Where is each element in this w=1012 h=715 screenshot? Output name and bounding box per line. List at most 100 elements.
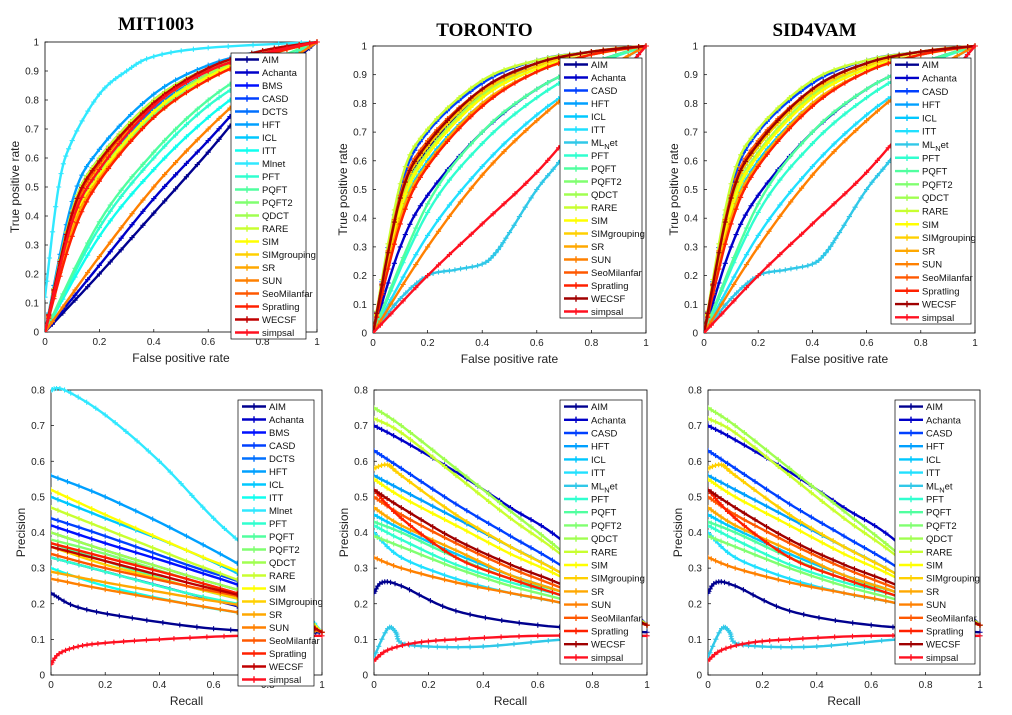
legend-marker [903, 300, 911, 308]
x-tick-label: 0.8 [585, 680, 599, 691]
x-tick-label: 0.4 [810, 680, 824, 691]
legend-marker [572, 191, 580, 198]
legend-marker [243, 199, 251, 206]
legend-label: AIM [591, 60, 608, 71]
legend-marker [572, 100, 580, 107]
y-tick-label: 0.7 [688, 421, 702, 432]
legend-box [559, 57, 643, 319]
legend-marker [572, 627, 580, 635]
y-tick-label: 0.9 [684, 70, 698, 81]
legend-marker [572, 403, 580, 410]
legend-label: simpsal [262, 328, 294, 339]
x-tick-label: 0.6 [201, 337, 215, 348]
legend-label: Spratling [269, 649, 307, 660]
legend-marker [907, 588, 915, 595]
legend-marker [572, 217, 580, 224]
legend-label: Mlnet [262, 159, 286, 170]
x-tick-label: 0.2 [751, 338, 765, 349]
legend-marker [572, 509, 580, 516]
legend-marker [907, 469, 915, 476]
y-tick-label: 0.1 [354, 635, 368, 646]
legend-marker [907, 416, 915, 423]
legend-label: DCTS [262, 107, 288, 118]
y-tick-label: 0.4 [684, 214, 698, 225]
legend-label: CASD [591, 429, 618, 440]
legend-marker [907, 561, 915, 569]
x-axis-label: False positive rate [791, 352, 889, 366]
legend-label: HFT [926, 442, 945, 453]
legend-label: SeoMilanfar [591, 613, 642, 624]
legend-label: BMS [269, 428, 290, 439]
legend-marker [903, 221, 911, 228]
legend-marker [907, 495, 915, 503]
legend-label: Achanta [922, 73, 958, 84]
legend-marker [572, 282, 580, 289]
y-tick-label: 0.7 [354, 421, 368, 432]
y-tick-label: 0.5 [688, 492, 702, 503]
x-tick-label: 0.6 [207, 680, 221, 691]
legend-box [890, 57, 972, 325]
legend-label: BMS [262, 81, 283, 92]
x-tick-label: 0.4 [152, 680, 166, 691]
legend-marker [243, 186, 251, 193]
legend-label: SR [269, 610, 282, 621]
legend-label: CASD [591, 86, 618, 97]
y-tick-label: 0.8 [684, 99, 698, 110]
legend-label: Achanta [926, 415, 962, 426]
legend-marker [243, 225, 251, 232]
x-tick-label: 0.2 [98, 680, 112, 691]
legend-marker [907, 601, 915, 608]
chart-panel-4: 00.20.40.60.8100.10.20.30.40.50.60.70.8R… [14, 386, 325, 709]
legend-marker [907, 456, 915, 463]
legend-marker [243, 277, 251, 284]
legend-marker [903, 194, 911, 201]
legend-label: ICL [591, 455, 606, 466]
legend-marker [907, 627, 915, 635]
legend-label: WECSF [926, 640, 961, 651]
legend-marker [572, 126, 580, 133]
x-tick-label: 0 [42, 337, 48, 348]
y-tick-label: 0.1 [353, 300, 367, 311]
legend-marker [572, 429, 580, 437]
legend-marker [572, 614, 580, 621]
y-tick-label: 0.7 [684, 128, 698, 139]
legend-label: SUN [269, 623, 289, 634]
legend-label: HFT [922, 100, 941, 111]
chart-panel-5: 0 0.2 0.4 0.6 0.8 1 0 0.1 0.2 0.3 0.4 0.5 0.6 0.7 0.8 R… [337, 386, 650, 709]
legend-marker [903, 287, 911, 294]
x-tick-label: 0.6 [864, 680, 878, 691]
y-tick-label: 1 [33, 38, 39, 49]
legend-label: PQFT2 [262, 198, 293, 209]
legend-marker [572, 588, 580, 595]
y-tick-label: 0.1 [684, 300, 698, 311]
legend-label: Spratling [262, 302, 300, 313]
x-tick-label: 0.2 [92, 337, 106, 348]
x-tick-label: 1 [644, 680, 650, 691]
legend-label: ICL [269, 480, 284, 491]
legend-marker [572, 61, 580, 68]
legend-label: PQFT [926, 508, 952, 519]
y-tick-label: 0.1 [31, 635, 45, 646]
legend-marker [250, 624, 258, 631]
legend-box [230, 52, 307, 340]
x-tick-label: 0.8 [919, 680, 933, 691]
legend-marker [243, 108, 251, 115]
y-tick-label: 0.1 [688, 635, 702, 646]
legend-marker [907, 509, 915, 516]
legend-marker [250, 637, 258, 644]
legend-label: Spratling [591, 281, 629, 292]
legend-label: SR [591, 587, 604, 598]
legend-label: SUN [591, 255, 611, 266]
legend-marker [903, 274, 911, 281]
legend-marker [250, 559, 258, 566]
legend-marker [250, 611, 258, 618]
legend: AIM Achanta BMS CASD DCTS HFT ICL ITT Mlnet PFT PQ… [230, 52, 316, 340]
legend-label: Achanta [591, 415, 627, 426]
legend-marker [572, 139, 580, 146]
legend-marker [572, 469, 580, 476]
legend-label: PQFT [591, 164, 617, 175]
legend-label: RARE [591, 547, 617, 558]
legend-marker [250, 585, 258, 592]
